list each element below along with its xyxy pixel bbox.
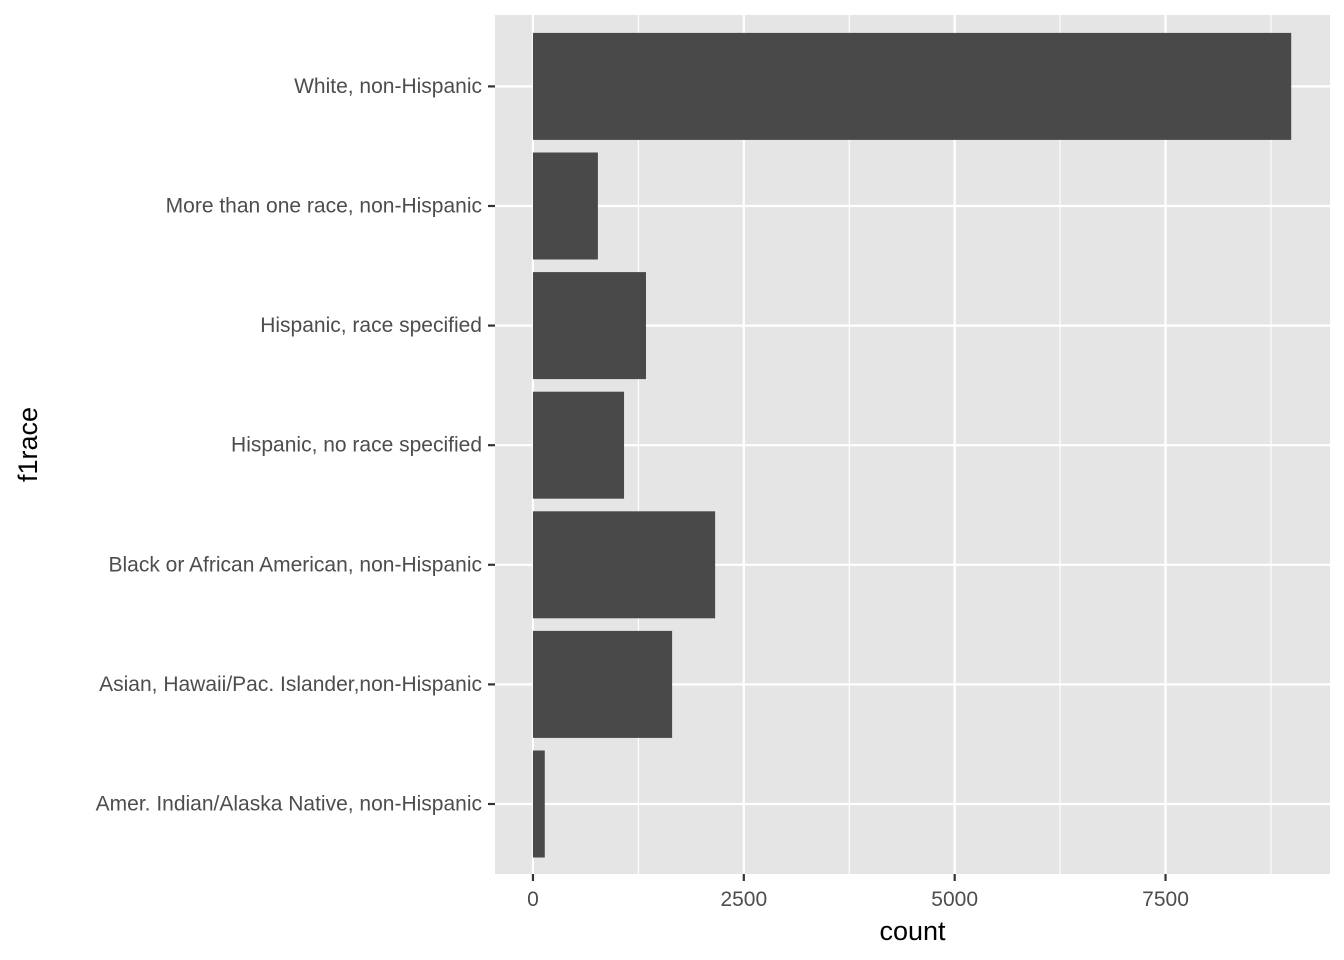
x-tick-label: 0 — [527, 888, 539, 911]
bar — [532, 750, 545, 858]
x-tick-label: 2500 — [720, 888, 767, 911]
y-tick-label: Amer. Indian/Alaska Native, non-Hispanic — [96, 793, 482, 816]
bar — [532, 391, 625, 499]
y-tick-label: White, non-Hispanic — [294, 75, 482, 98]
y-tick-label: Hispanic, no race specified — [231, 434, 482, 457]
x-tick-label: 5000 — [931, 888, 978, 911]
y-tick-label: Asian, Hawaii/Pac. Islander,non-Hispanic — [99, 673, 482, 696]
y-tick-label: Hispanic, race specified — [260, 314, 482, 337]
bar — [532, 152, 598, 260]
y-axis: Amer. Indian/Alaska Native, non-Hispanic… — [96, 75, 495, 816]
y-axis-title: f1race — [13, 407, 43, 482]
y-tick-label: Black or African American, non-Hispanic — [109, 553, 483, 576]
y-tick-label: More than one race, non-Hispanic — [166, 195, 482, 218]
bar — [532, 32, 1292, 140]
bar — [532, 630, 673, 738]
x-axis: 0 2500 5000 7500 — [527, 874, 1189, 911]
bars — [532, 32, 1292, 858]
x-axis-title: count — [879, 916, 946, 946]
bar — [532, 272, 646, 380]
bar — [532, 511, 716, 619]
x-tick-label: 7500 — [1142, 888, 1189, 911]
